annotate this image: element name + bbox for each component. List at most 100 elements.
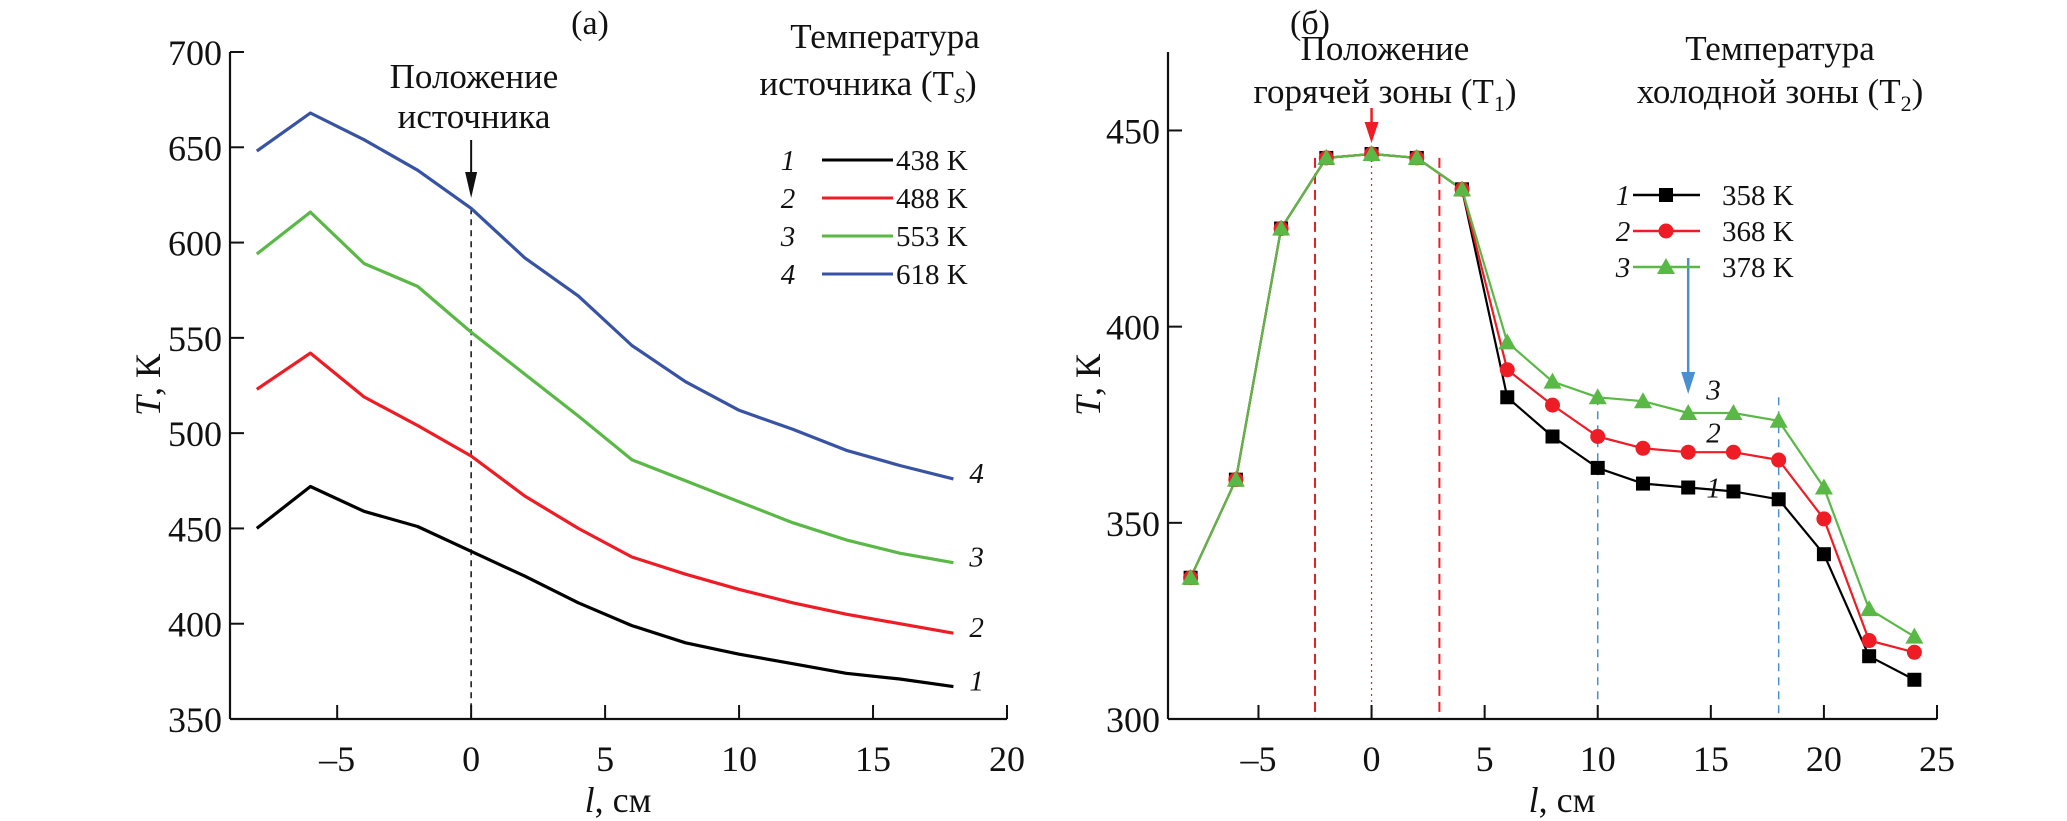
annotation-cold-line1: Температура — [1685, 29, 1875, 68]
axes-b — [1166, 52, 1938, 721]
legend-number-1: 1 — [781, 145, 796, 177]
x-axis-var-a: l — [585, 780, 595, 820]
data-point-circle — [1816, 511, 1832, 527]
data-point-square — [1771, 492, 1786, 507]
data-point-square — [1726, 484, 1741, 499]
data-point-triangle — [1181, 568, 1200, 585]
axes-a — [228, 51, 1008, 721]
x-axis-unit-b: , см — [1539, 780, 1596, 820]
series-line-4 — [255, 111, 954, 481]
legend-marker-circle-icon — [1658, 223, 1674, 239]
y-tick-label: 450 — [1106, 111, 1160, 151]
legend-number-4: 4 — [781, 259, 796, 291]
y-tick-label: 400 — [1106, 308, 1160, 348]
y-tick-label: 550 — [168, 319, 222, 359]
legend-label-1: 438 K — [896, 145, 968, 177]
data-point-square — [1907, 672, 1922, 687]
x-tick-label: –5 — [1239, 739, 1276, 779]
legend-a: 1 438 K 2 488 K 3 553 K 4 618 K — [780, 145, 968, 291]
data-point-triangle — [1272, 219, 1291, 236]
data-point-square — [1816, 547, 1831, 562]
annotation-source-line1: Положение — [390, 57, 559, 96]
curve-end-label-3: 3 — [968, 542, 984, 574]
curve-label-2: 2 — [1706, 418, 1721, 450]
data-point-square — [1545, 429, 1560, 444]
annotation-hot-subscript: 1 — [1494, 91, 1505, 116]
data-point-circle — [1725, 444, 1741, 460]
y-tick-label: 400 — [168, 605, 222, 645]
guides-a — [465, 140, 478, 719]
x-tick-label: 10 — [1580, 739, 1616, 779]
legend-marker-triangle-icon — [1657, 258, 1675, 274]
data-point-triangle — [1769, 411, 1788, 428]
annotation-hot-line1: Положение — [1301, 29, 1470, 68]
data-point-triangle — [1407, 148, 1426, 165]
y-tick-label: 300 — [1106, 700, 1160, 740]
data-point-circle — [1906, 644, 1922, 660]
x-axis-var-b: l — [1529, 780, 1539, 820]
annotation-cold-line2: холодной зоны (T2) — [1637, 72, 1924, 116]
curve-end-labels-a: 1 2 3 4 — [968, 458, 984, 698]
chart-panel-a: (a) 350 400 450 500 550 600 650 700 –5 0 5 10 15 20 T… — [128, 5, 1025, 820]
x-tick-label: 15 — [855, 739, 891, 779]
legend-title-a-line2: источника (TS) — [759, 64, 976, 108]
data-point-triangle — [1860, 600, 1879, 617]
data-point-circle — [1861, 633, 1877, 649]
y-axis-label-b: T, К — [1068, 353, 1108, 416]
legend-title-a-line1: Температура — [790, 17, 980, 56]
data-point-triangle — [1317, 148, 1336, 165]
legend-number-3: 3 — [1615, 252, 1631, 284]
y-axis-unit-a: , К — [128, 353, 168, 396]
legend-label-3: 378 K — [1722, 252, 1794, 284]
data-point-circle — [1680, 444, 1696, 460]
x-tick-label: 0 — [1363, 739, 1381, 779]
series-markers-2 — [1183, 146, 1922, 660]
x-tick-label: 10 — [721, 739, 757, 779]
data-point-triangle — [1453, 180, 1472, 197]
series-line-3 — [1189, 152, 1915, 638]
data-point-circle — [1771, 452, 1787, 468]
series-line-1 — [255, 484, 954, 689]
data-point-square — [1635, 476, 1650, 491]
y-tick-label: 450 — [168, 509, 222, 549]
x-tick-label: 5 — [1476, 739, 1494, 779]
x-tick-label: 5 — [596, 739, 614, 779]
y-axis-var-b: T — [1068, 393, 1108, 416]
series-markers-3 — [1181, 145, 1924, 644]
legend-label-1: 358 K — [1722, 180, 1794, 212]
data-point-square — [1681, 480, 1696, 495]
data-point-circle — [1635, 440, 1651, 456]
x-tick-label: 0 — [462, 739, 480, 779]
data-point-triangle — [1226, 470, 1245, 487]
y-tick-label: 350 — [1106, 504, 1160, 544]
data-point-circle — [1499, 362, 1515, 378]
data-point-triangle — [1588, 388, 1607, 405]
series-line-2 — [255, 351, 954, 635]
curve-end-label-2: 2 — [969, 612, 984, 644]
legend-title-a-close: ) — [965, 64, 977, 103]
hot-arrow-head-icon — [1364, 122, 1379, 143]
x-axis-unit-a: , см — [595, 780, 652, 820]
annotation-cold-close: ) — [1912, 72, 1924, 111]
curve-end-label-1: 1 — [969, 666, 984, 698]
series-line-3 — [255, 210, 954, 565]
series-group-b — [1181, 145, 1924, 687]
legend-number-1: 1 — [1616, 180, 1631, 212]
legend-number-3: 3 — [780, 221, 796, 253]
guides-b — [1314, 108, 1780, 719]
curve-label-3: 3 — [1705, 374, 1721, 406]
legend-number-2: 2 — [1616, 216, 1631, 248]
cold-arrow-head-icon — [1681, 372, 1696, 394]
data-point-triangle — [1724, 403, 1743, 420]
legend-title-a-subscript: S — [954, 83, 965, 108]
series-line-1 — [1189, 152, 1915, 681]
x-axis-label-b: l, см — [1529, 780, 1596, 820]
y-axis-unit-b: , К — [1068, 353, 1108, 396]
panel-label-b: (б) — [1290, 5, 1330, 42]
legend-number-2: 2 — [781, 183, 796, 215]
data-point-triangle — [1543, 372, 1562, 389]
x-tick-label: 20 — [989, 739, 1025, 779]
data-point-square — [1500, 390, 1515, 405]
source-arrow-head-icon — [465, 172, 478, 198]
